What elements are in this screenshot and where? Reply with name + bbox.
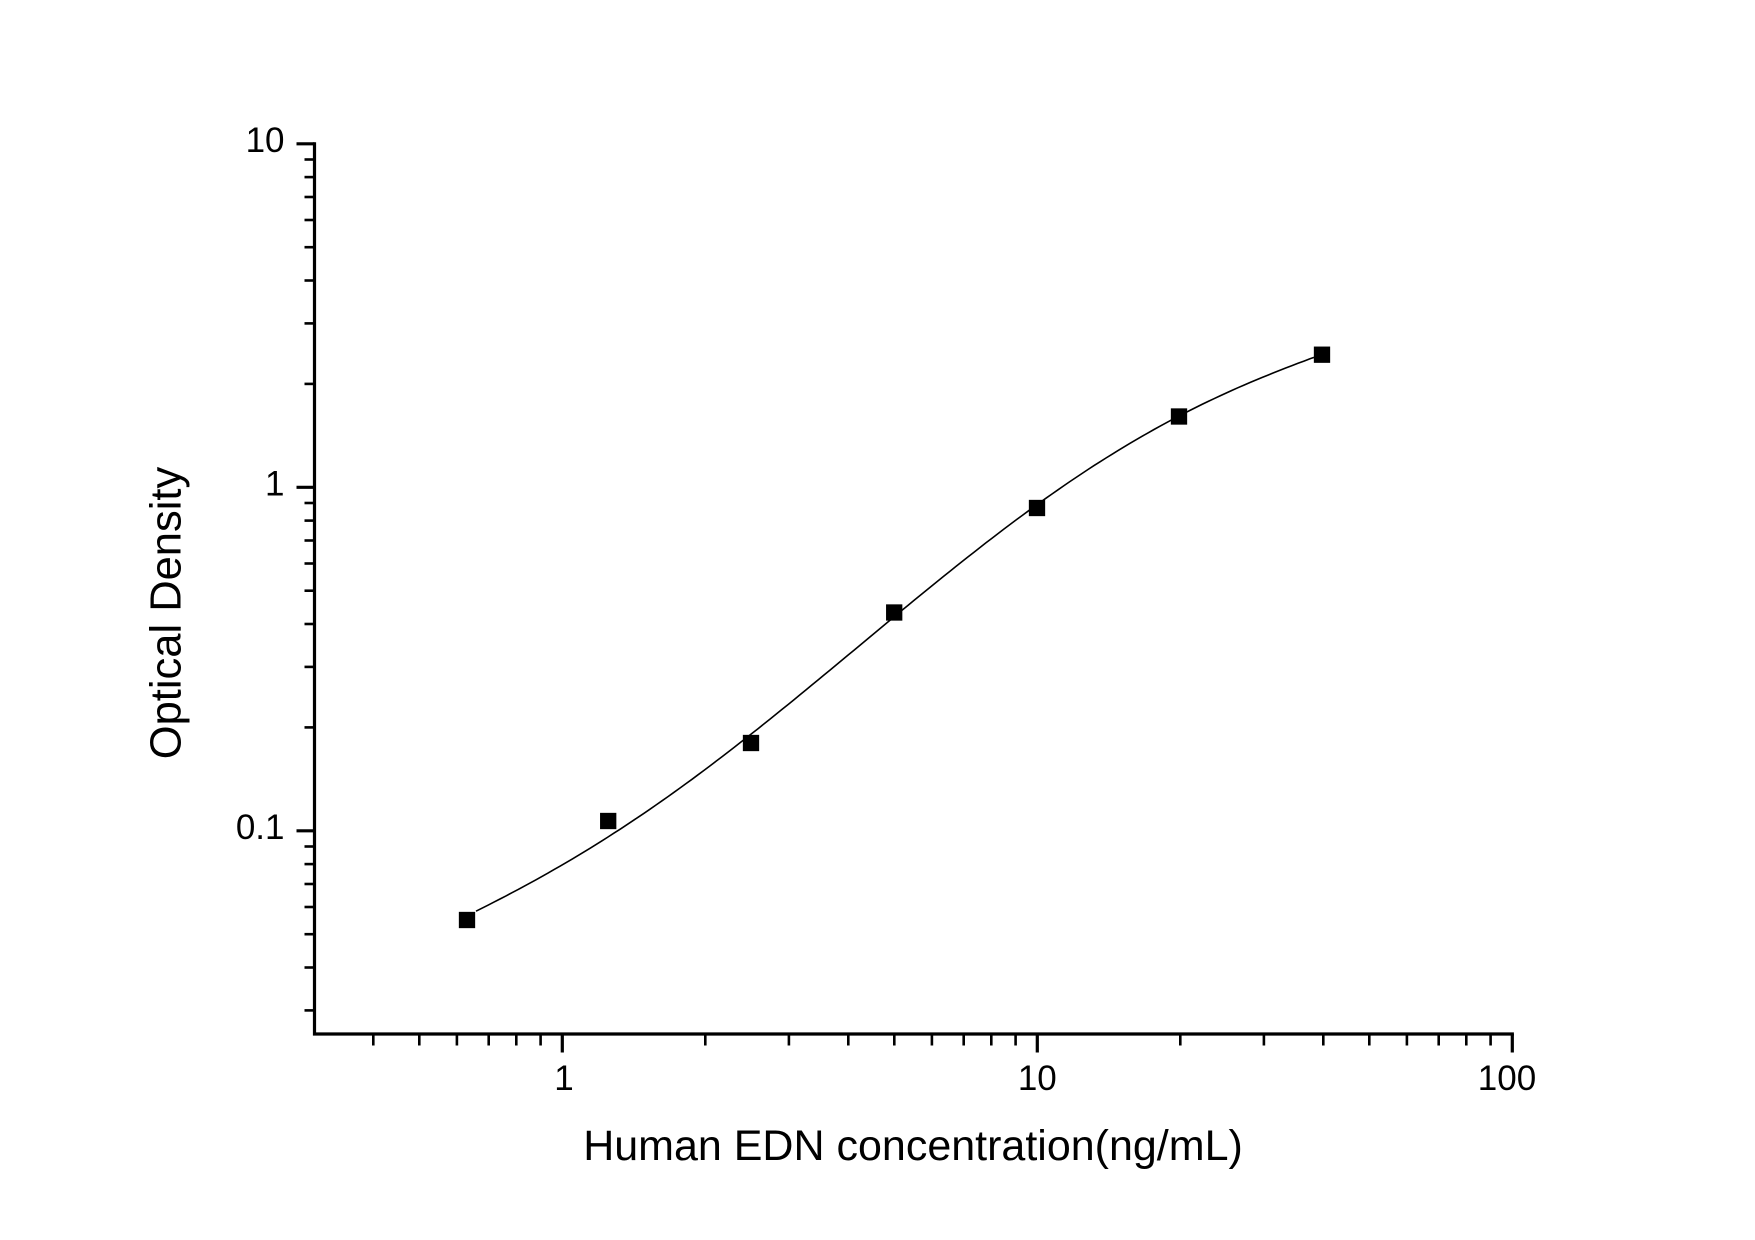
svg-text:0.1: 0.1: [236, 808, 285, 847]
svg-text:Optical Density: Optical Density: [143, 466, 191, 759]
svg-text:1: 1: [554, 1059, 573, 1098]
svg-text:10: 10: [1018, 1059, 1057, 1098]
svg-text:10: 10: [246, 121, 285, 160]
svg-text:Human EDN concentration(ng/mL): Human EDN concentration(ng/mL): [583, 1122, 1243, 1170]
svg-text:100: 100: [1478, 1059, 1536, 1098]
svg-text:1: 1: [265, 464, 284, 503]
